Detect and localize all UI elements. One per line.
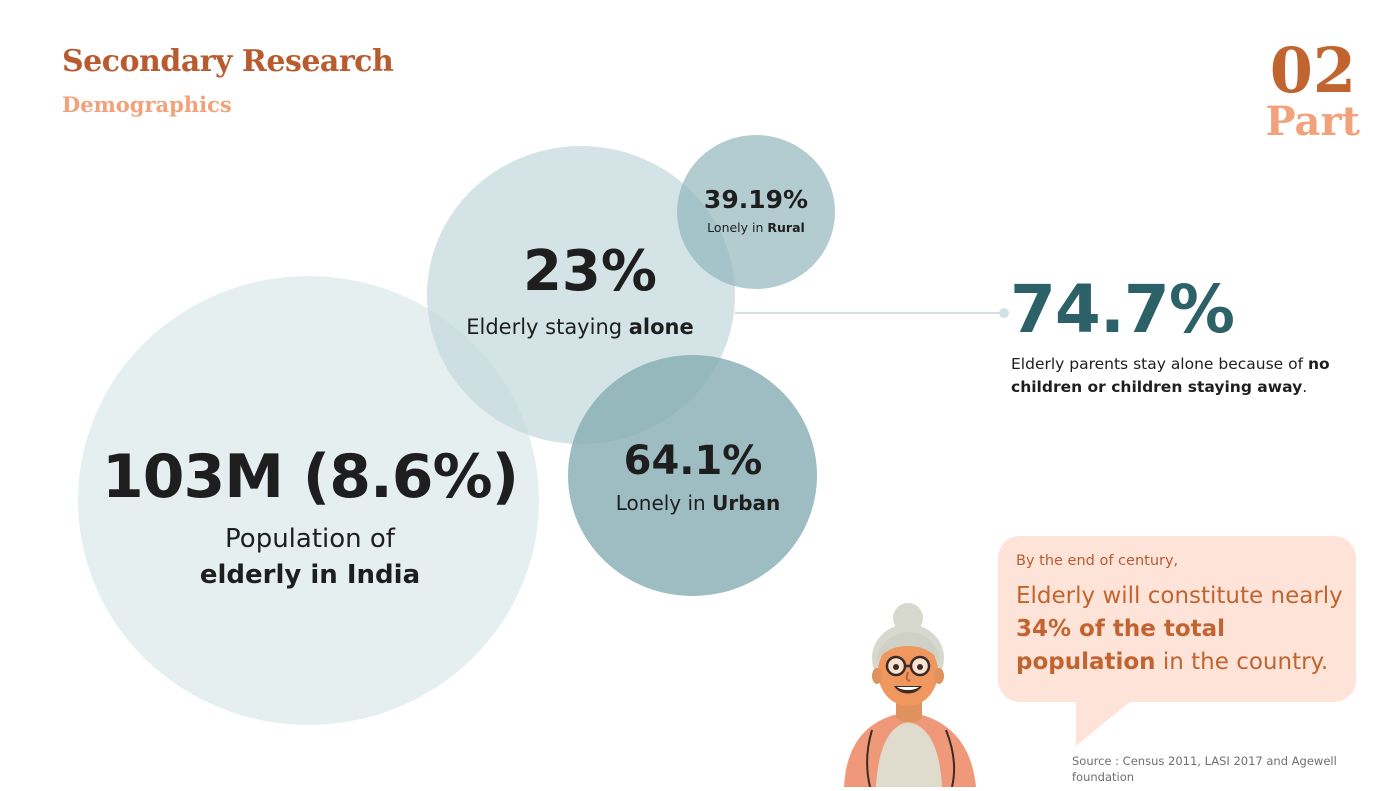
elderly-woman-illustration bbox=[836, 600, 986, 788]
urban-bubble bbox=[568, 355, 817, 596]
rural-label-bold: Rural bbox=[767, 220, 805, 235]
source-note: Source : Census 2011, LASI 2017 and Agew… bbox=[1072, 754, 1337, 784]
speech-bubble bbox=[998, 536, 1356, 702]
callout-body-suffix: in the country. bbox=[1155, 649, 1329, 675]
part-label: Part bbox=[1265, 98, 1360, 145]
urban-label: Lonely in Urban bbox=[578, 489, 818, 517]
urban-value: 64.1% bbox=[623, 438, 763, 484]
population-label-line2: elderly in India bbox=[199, 560, 421, 590]
page-title: Secondary Research bbox=[62, 44, 394, 79]
page-subtitle: Demographics bbox=[62, 92, 232, 117]
stat-value: 74.7% bbox=[1010, 271, 1235, 348]
population-label-line1: Population of bbox=[225, 524, 395, 554]
rural-label-prefix: Lonely in bbox=[707, 220, 768, 235]
callout-body-bold: 34% of the total population bbox=[1016, 616, 1226, 675]
rural-value: 39.19% bbox=[703, 185, 809, 214]
urban-label-bold: Urban bbox=[712, 491, 781, 515]
stat-desc-prefix: Elderly parents stay alone because of bbox=[1011, 355, 1309, 373]
connector-line bbox=[735, 312, 1005, 314]
stat-desc-bold: no children or children staying away bbox=[1011, 355, 1330, 396]
elderly-woman-icon bbox=[844, 603, 976, 788]
alone-label-prefix: Elderly staying bbox=[466, 315, 629, 339]
stat-description: Elderly parents stay alone because of no… bbox=[1011, 353, 1341, 399]
rural-bubble bbox=[677, 135, 835, 289]
population-value: 103M (8.6%) bbox=[101, 442, 519, 512]
speech-bubble-tail bbox=[1076, 700, 1132, 746]
alone-label-bold: alone bbox=[628, 315, 694, 339]
part-number: 02 bbox=[1269, 34, 1356, 107]
rural-label: Lonely in Rural bbox=[680, 219, 832, 237]
connector-dot bbox=[999, 308, 1009, 318]
alone-value: 23% bbox=[522, 239, 658, 304]
urban-label-prefix: Lonely in bbox=[615, 491, 713, 515]
callout-body: Elderly will constitute nearly 34% of th… bbox=[1016, 580, 1346, 679]
alone-label: Elderly staying alone bbox=[440, 312, 720, 342]
callout-intro: By the end of century, bbox=[1016, 553, 1179, 569]
callout-body-prefix: Elderly will constitute nearly bbox=[1016, 583, 1343, 609]
stat-desc-suffix: . bbox=[1302, 378, 1308, 396]
